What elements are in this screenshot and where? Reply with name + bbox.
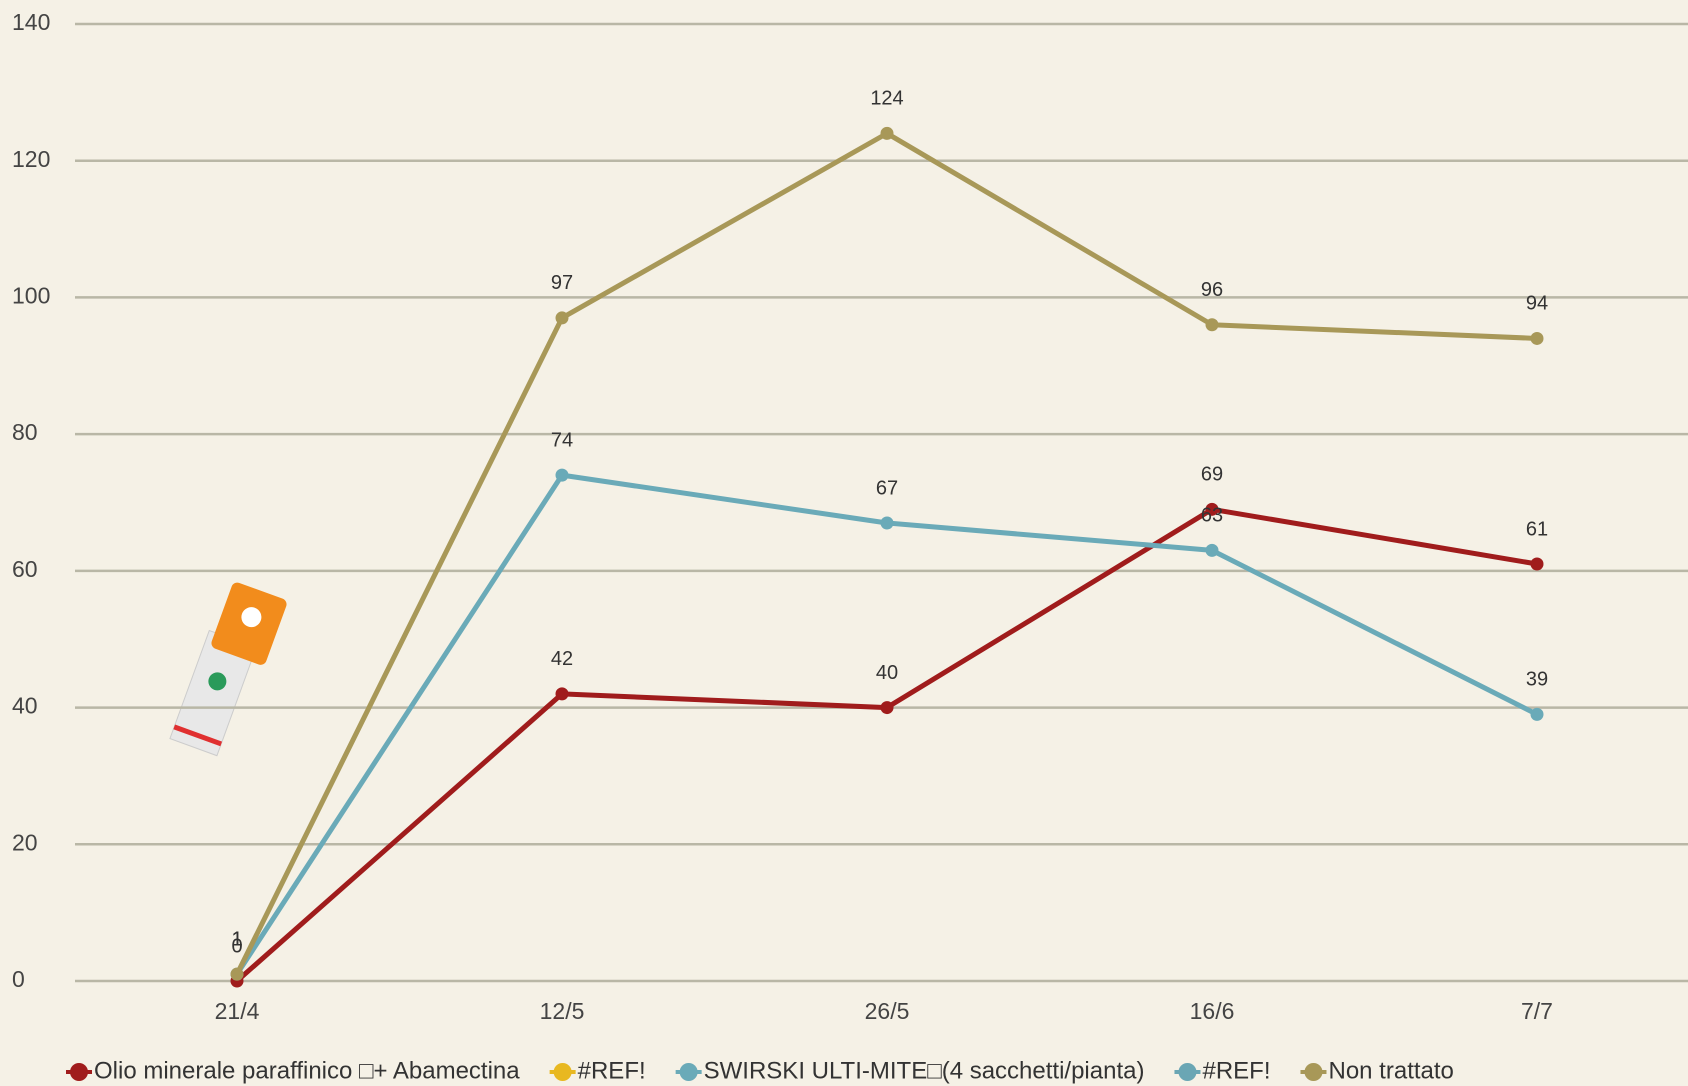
x-tick-label: 16/6 [1190, 998, 1235, 1024]
data-point [881, 127, 894, 140]
data-label: 69 [1201, 464, 1223, 486]
data-label: 96 [1201, 279, 1223, 301]
data-point [1531, 332, 1544, 345]
legend-marker [1304, 1063, 1322, 1081]
data-label: 67 [876, 477, 898, 499]
legend-label: Olio minerale paraffinico □+ Abamectina [94, 1057, 520, 1084]
y-tick-label: 80 [12, 419, 38, 445]
data-point [1531, 558, 1544, 571]
y-tick-label: 20 [12, 829, 38, 855]
data-point [881, 701, 894, 714]
x-tick-label: 12/5 [540, 998, 585, 1024]
y-tick-label: 140 [12, 9, 50, 35]
data-point [1206, 318, 1219, 331]
y-tick-label: 40 [12, 693, 38, 719]
data-label: 94 [1526, 293, 1548, 315]
legend-label: Non trattato [1328, 1057, 1453, 1084]
x-tick-label: 7/7 [1521, 998, 1553, 1024]
data-point [1206, 544, 1219, 557]
data-label: 61 [1526, 518, 1548, 540]
data-point [556, 311, 569, 324]
legend-label: SWIRSKI ULTI-MITE□(4 sacchetti/pianta) [704, 1057, 1145, 1084]
data-point [231, 968, 244, 981]
background [0, 0, 1688, 1086]
data-point [556, 687, 569, 700]
legend-label: #REF! [578, 1057, 646, 1084]
legend-marker [554, 1063, 572, 1081]
data-label: 74 [551, 429, 573, 451]
data-point [1531, 708, 1544, 721]
data-label: 63 [1201, 505, 1223, 527]
legend-marker [680, 1063, 698, 1081]
y-tick-label: 0 [12, 966, 25, 992]
y-tick-label: 120 [12, 146, 50, 172]
data-label: 40 [876, 662, 898, 684]
y-tick-label: 60 [12, 556, 38, 582]
data-point [881, 517, 894, 530]
chart: 02040608010012014021/412/526/516/67/7042… [0, 0, 1688, 1086]
legend-marker [70, 1063, 88, 1081]
y-tick-label: 100 [12, 283, 50, 309]
legend-marker [1178, 1063, 1196, 1081]
data-label: 1 [231, 928, 242, 950]
data-label: 97 [551, 272, 573, 294]
data-label: 42 [551, 648, 573, 670]
x-tick-label: 26/5 [865, 998, 910, 1024]
data-point [556, 469, 569, 482]
x-tick-label: 21/4 [215, 998, 260, 1024]
data-label: 124 [870, 88, 903, 110]
legend-label: #REF! [1202, 1057, 1270, 1084]
data-label: 39 [1526, 669, 1548, 691]
